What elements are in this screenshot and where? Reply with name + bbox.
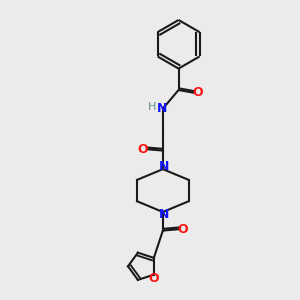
Text: O: O [178, 223, 188, 236]
Text: N: N [157, 102, 167, 115]
Text: O: O [137, 142, 148, 156]
Text: H: H [148, 102, 157, 112]
Text: N: N [159, 208, 169, 221]
Text: O: O [148, 272, 159, 286]
Text: O: O [193, 86, 203, 99]
Text: N: N [159, 160, 169, 173]
